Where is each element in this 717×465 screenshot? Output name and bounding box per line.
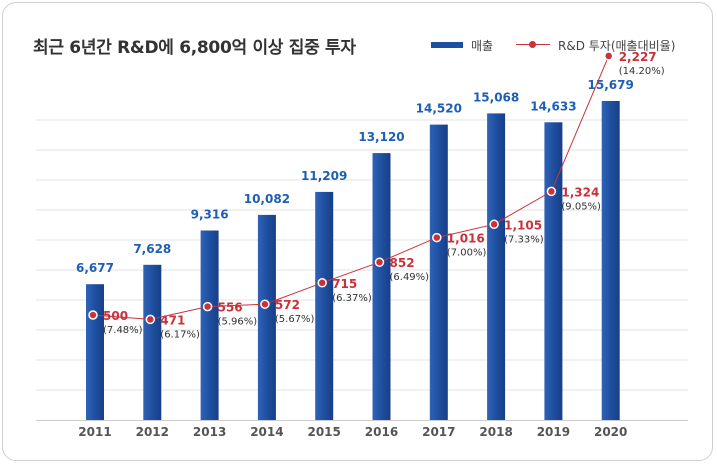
bar-sales xyxy=(487,113,506,421)
legend-sales-label: 매출 xyxy=(471,38,494,53)
bar-sales xyxy=(372,153,391,420)
bar-sales xyxy=(143,264,162,420)
bar-value-label: 11,209 xyxy=(301,169,347,183)
rnd-value-label: 715 xyxy=(332,277,357,291)
rnd-value-label: 556 xyxy=(218,301,243,315)
bar-value-label: 13,120 xyxy=(358,130,404,144)
bar-sales xyxy=(200,230,219,420)
x-tick-label: 2013 xyxy=(193,425,226,439)
rnd-line xyxy=(92,55,610,320)
legend-bar-swatch xyxy=(431,42,463,48)
x-tick-label: 2012 xyxy=(136,425,169,439)
bar-value-label: 14,633 xyxy=(530,99,576,113)
bar-sales xyxy=(86,284,104,420)
rnd-ratio-label: (5.96%) xyxy=(218,317,258,328)
bar-sales xyxy=(315,191,334,420)
x-tick-label: 2014 xyxy=(250,425,283,439)
rnd-value-label: 572 xyxy=(275,298,300,312)
bar-sales xyxy=(429,124,448,420)
legend-item-sales: 매출 xyxy=(431,36,493,54)
rnd-ratio-label: (9.05%) xyxy=(561,201,601,212)
rnd-point xyxy=(260,299,270,309)
rnd-point xyxy=(489,219,499,230)
rnd-ratio-label: (6.37%) xyxy=(332,293,372,304)
bar-sales xyxy=(544,122,563,421)
bar-value-label: 7,628 xyxy=(133,242,171,256)
rnd-value-label: 1,105 xyxy=(504,218,542,232)
rnd-point xyxy=(317,278,327,288)
x-tick-label: 2015 xyxy=(307,425,340,439)
rnd-ratio-label: (6.49%) xyxy=(390,272,430,283)
legend-rnd-label: R&D 투자(매출대비율) xyxy=(558,38,676,53)
bar-value-label: 15,679 xyxy=(588,78,634,92)
rnd-ratio-label: (5.67%) xyxy=(275,314,315,325)
bar-value-label: 6,677 xyxy=(76,261,114,275)
chart-title: 최근 6년간 R&D에 6,800억 이상 집중 투자 xyxy=(33,38,356,58)
rnd-ratio-label: (7.48%) xyxy=(103,325,143,336)
x-tick-label: 2020 xyxy=(594,425,627,439)
bar-value-label: 9,316 xyxy=(191,208,229,222)
rnd-point xyxy=(88,310,98,320)
bar-value-label: 10,082 xyxy=(244,192,290,206)
rnd-value-label: 1,016 xyxy=(447,232,485,246)
x-tick-label: 2018 xyxy=(479,425,512,439)
rnd-value-label: 471 xyxy=(160,313,185,327)
x-tick-label: 2016 xyxy=(365,425,398,439)
rnd-point xyxy=(374,257,385,267)
rnd-point xyxy=(145,314,156,325)
rnd-ratio-label: (7.00%) xyxy=(447,248,487,259)
bar-value-label: 15,068 xyxy=(473,90,519,104)
rnd-value-label: 852 xyxy=(390,256,415,270)
rnd-ratio-label: (7.33%) xyxy=(504,234,544,245)
bar-sales xyxy=(257,214,276,420)
legend-item-rnd: R&D 투자(매출대비율) xyxy=(516,36,675,54)
x-tick-label: 2011 xyxy=(78,425,111,439)
rnd-point xyxy=(603,51,614,61)
rnd-point xyxy=(202,301,213,312)
bar-value-label: 14,520 xyxy=(416,102,462,116)
x-tick-label: 2017 xyxy=(422,425,455,439)
rnd-value-label: 2,227 xyxy=(619,50,657,64)
rnd-ratio-label: (6.17%) xyxy=(160,329,200,340)
rnd-value-label: 1,324 xyxy=(561,185,599,199)
bar-sales xyxy=(601,101,620,420)
rnd-point xyxy=(432,232,442,243)
chart-card: 최근 6년간 R&D에 6,800억 이상 집중 투자 매출 R&D 투자(매출… xyxy=(2,2,713,461)
rnd-value-label: 500 xyxy=(103,309,128,323)
legend-line-swatch xyxy=(516,40,550,50)
rnd-point xyxy=(546,186,557,197)
rnd-ratio-label: (14.20%) xyxy=(619,66,665,77)
x-tick-label: 2019 xyxy=(537,425,570,439)
